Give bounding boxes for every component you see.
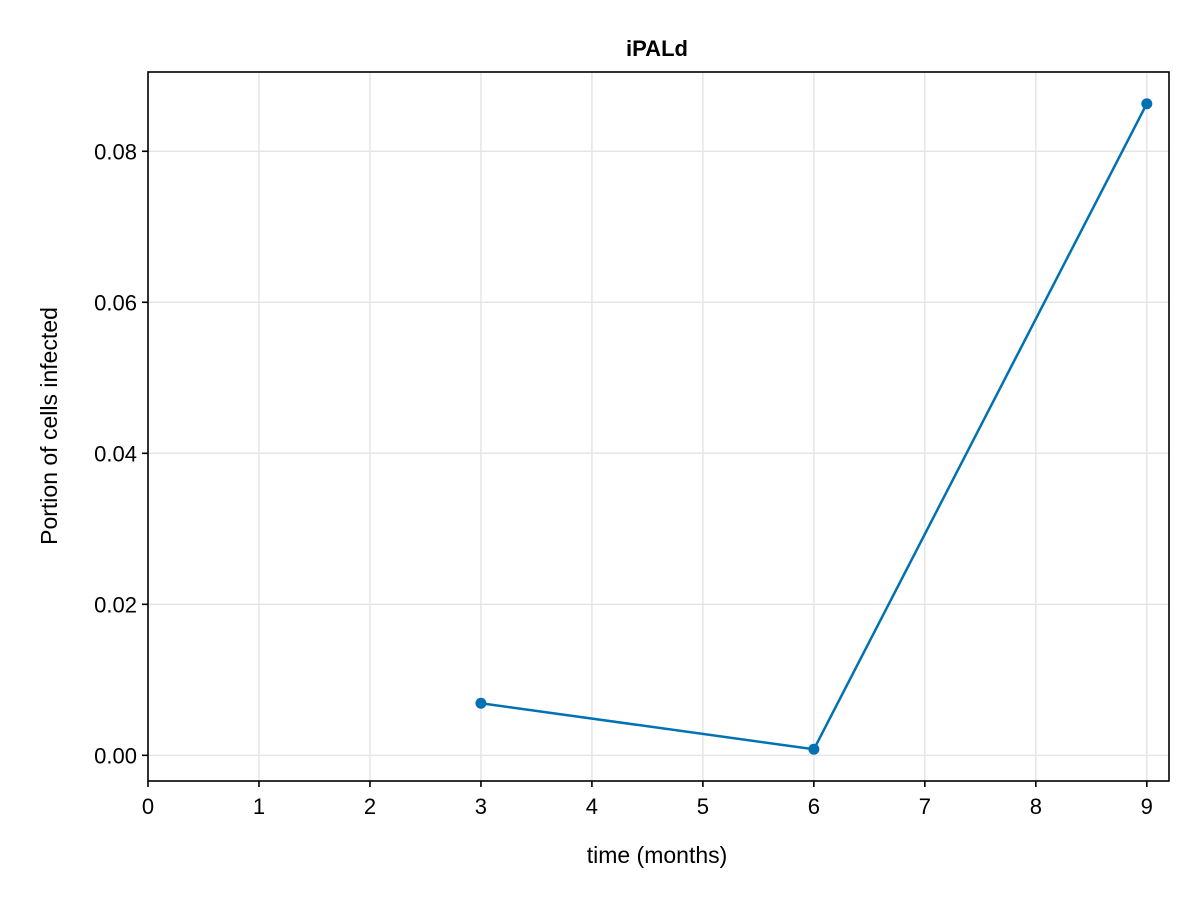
data-point <box>808 743 820 755</box>
y-tick-label: 0.08 <box>94 139 137 164</box>
x-tick-label: 3 <box>475 794 487 819</box>
y-tick-labels: 0.00 0.02 0.04 0.06 0.08 <box>94 139 137 768</box>
x-tick-labels: 0 1 2 3 4 5 6 7 8 9 <box>142 794 1153 819</box>
x-tick-label: 0 <box>142 794 154 819</box>
grid-lines <box>147 72 1169 781</box>
data-point <box>1141 98 1153 110</box>
y-tick-label: 0.04 <box>94 441 137 466</box>
x-tick-label: 7 <box>919 794 931 819</box>
x-tick-label: 1 <box>253 794 265 819</box>
y-tick-label: 0.06 <box>94 290 137 315</box>
data-point <box>475 697 487 709</box>
x-tick-label: 5 <box>697 794 709 819</box>
series-layer <box>475 98 1153 755</box>
x-axis-label: time (months) <box>587 842 728 868</box>
x-tick-label: 9 <box>1141 794 1153 819</box>
x-tick-label: 8 <box>1030 794 1042 819</box>
y-axis-label: Portion of cells infected <box>36 307 62 545</box>
chart-title: iPALd <box>626 36 688 61</box>
plot-frame <box>147 71 1170 782</box>
y-tick-label: 0.00 <box>94 743 137 768</box>
axis-ticks <box>142 150 1148 787</box>
x-tick-label: 2 <box>364 794 376 819</box>
x-tick-label: 4 <box>586 794 598 819</box>
x-tick-label: 6 <box>808 794 820 819</box>
y-tick-label: 0.02 <box>94 592 137 617</box>
